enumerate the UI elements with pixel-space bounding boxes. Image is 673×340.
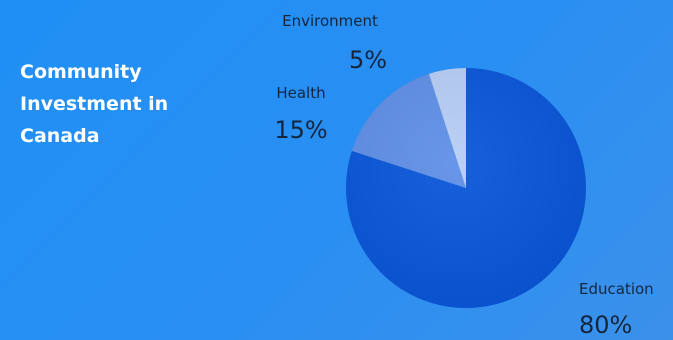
slice-label-education: Education [579,280,654,298]
pie-shading [346,68,586,308]
pie-labels: Education 80% Health 15% Environment 5% [274,12,653,339]
slice-percent-environment: 5% [349,46,387,74]
chart-title: Community Investment in Canada [20,56,220,152]
slice-percent-education: 80% [579,311,632,339]
slice-label-health: Health [276,84,325,102]
chart-title-line-3: Canada [20,125,100,147]
slice-label-environment: Environment [282,12,378,30]
chart-title-line-1: Community [20,61,142,83]
slice-percent-health: 15% [274,116,327,144]
chart-title-line-2: Investment in [20,93,169,115]
